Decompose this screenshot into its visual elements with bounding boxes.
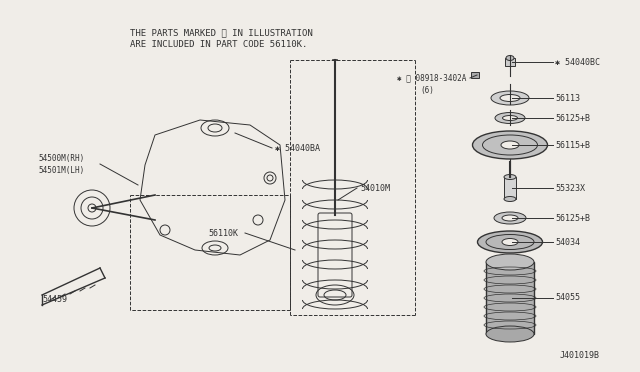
Text: ✱ ⓝ 08918-3402A: ✱ ⓝ 08918-3402A — [397, 74, 467, 83]
Ellipse shape — [494, 212, 526, 224]
Bar — [486, 262, 534, 334]
Ellipse shape — [477, 231, 543, 253]
Text: 54501M(LH): 54501M(LH) — [38, 166, 84, 174]
Text: 54010M: 54010M — [360, 183, 390, 192]
Text: 54034: 54034 — [555, 237, 580, 247]
Ellipse shape — [491, 91, 529, 105]
Ellipse shape — [495, 112, 525, 124]
Text: 55323X: 55323X — [555, 183, 585, 192]
Ellipse shape — [506, 55, 514, 61]
Text: 56125+B: 56125+B — [555, 214, 590, 222]
Ellipse shape — [486, 326, 534, 342]
Bar — [471, 72, 479, 78]
Ellipse shape — [502, 215, 518, 221]
Text: 54459: 54459 — [42, 295, 67, 305]
Text: 56113: 56113 — [555, 93, 580, 103]
Bar — [505, 58, 515, 66]
Text: (6): (6) — [420, 86, 434, 94]
Ellipse shape — [504, 174, 516, 180]
Text: 54500M(RH): 54500M(RH) — [38, 154, 84, 163]
Ellipse shape — [501, 141, 519, 149]
Text: 56115+B: 56115+B — [555, 141, 590, 150]
Text: 56125+B: 56125+B — [555, 113, 590, 122]
Text: 56110K: 56110K — [208, 228, 238, 237]
Text: 54055: 54055 — [555, 294, 580, 302]
Text: ARE INCLUDED IN PART CODE 56110K.: ARE INCLUDED IN PART CODE 56110K. — [130, 40, 307, 49]
Text: THE PARTS MARKED ※ IN ILLUSTRATION: THE PARTS MARKED ※ IN ILLUSTRATION — [130, 28, 313, 37]
Ellipse shape — [504, 196, 516, 202]
Text: ✱ 54040BC: ✱ 54040BC — [555, 58, 600, 67]
Ellipse shape — [500, 94, 520, 102]
Ellipse shape — [502, 115, 518, 121]
Text: ✱ 54040BA: ✱ 54040BA — [275, 144, 320, 153]
Ellipse shape — [472, 131, 547, 159]
Ellipse shape — [502, 238, 518, 246]
Text: J401019B: J401019B — [560, 351, 600, 360]
Bar — [504, 177, 516, 199]
Ellipse shape — [486, 254, 534, 270]
